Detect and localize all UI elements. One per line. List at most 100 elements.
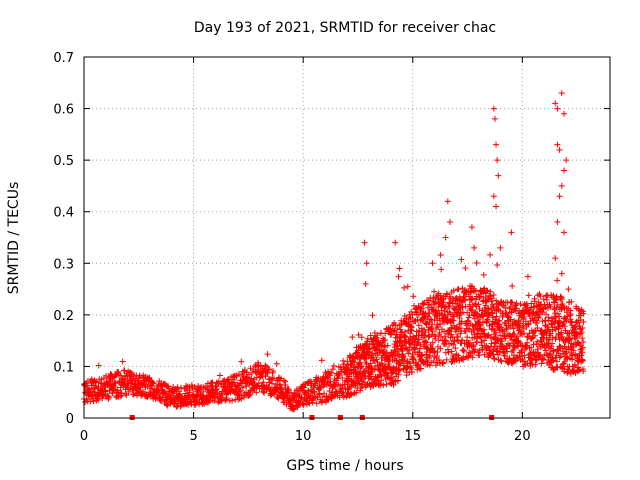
data-point <box>328 369 335 376</box>
data-point <box>558 270 565 277</box>
data-point <box>392 321 399 328</box>
data-point <box>579 357 586 364</box>
data-point <box>473 296 480 303</box>
data-point <box>112 383 119 390</box>
data-point <box>248 380 255 387</box>
data-point <box>464 325 471 332</box>
data-point <box>105 394 112 401</box>
data-point <box>358 334 365 341</box>
data-point <box>555 347 562 354</box>
data-point <box>580 318 587 325</box>
data-point <box>393 331 400 338</box>
data-point <box>407 314 414 321</box>
data-point <box>433 352 440 359</box>
data-point <box>525 292 532 299</box>
chart-title: Day 193 of 2021, SRMTID for receiver cha… <box>194 20 496 36</box>
data-point <box>547 303 554 310</box>
data-point <box>552 326 559 333</box>
data-point <box>540 296 547 303</box>
data-point <box>484 317 491 324</box>
y-tick-label: 0.6 <box>53 103 74 118</box>
data-point <box>318 398 325 405</box>
data-point <box>407 330 414 337</box>
data-point <box>446 299 453 306</box>
data-point <box>429 321 436 328</box>
data-point <box>368 376 375 383</box>
data-point <box>220 378 227 385</box>
data-point <box>572 361 579 368</box>
data-point <box>415 322 422 329</box>
data-point <box>396 366 403 373</box>
data-point <box>568 298 575 305</box>
data-point <box>237 387 244 394</box>
data-point <box>150 380 157 387</box>
data-point <box>518 347 525 354</box>
data-point <box>491 355 498 362</box>
data-point <box>238 358 245 365</box>
data-point <box>554 277 561 284</box>
data-point <box>397 360 404 367</box>
data-point <box>567 307 574 314</box>
data-point <box>578 346 585 353</box>
data-point <box>510 325 517 332</box>
data-point <box>445 349 452 356</box>
data-point <box>398 321 405 328</box>
data-point <box>508 308 515 315</box>
data-point <box>566 335 573 342</box>
data-point <box>247 365 254 372</box>
data-point <box>567 311 574 318</box>
data-point <box>397 334 404 341</box>
data-point <box>361 239 368 246</box>
data-point <box>320 380 327 387</box>
data-point <box>544 305 551 312</box>
data-point <box>117 372 124 379</box>
data-point <box>490 193 497 200</box>
data-point <box>389 369 396 376</box>
data-point <box>401 284 408 291</box>
data-point <box>450 341 457 348</box>
data-point <box>488 335 495 342</box>
data-point <box>223 394 230 401</box>
data-point <box>404 283 411 290</box>
data-point <box>429 339 436 346</box>
data-point <box>553 358 560 365</box>
data-point <box>466 293 473 300</box>
data-point <box>502 304 509 311</box>
data-point <box>377 381 384 388</box>
data-point <box>558 90 565 97</box>
data-point <box>543 311 550 318</box>
data-point <box>565 286 572 293</box>
data-point <box>565 366 572 373</box>
data-point <box>443 290 450 297</box>
data-point <box>502 335 509 342</box>
data-point <box>556 146 563 153</box>
data-point <box>346 373 353 380</box>
data-point <box>554 105 561 112</box>
data-point <box>579 324 586 331</box>
data-point <box>450 287 457 294</box>
data-point <box>507 316 514 323</box>
data-point <box>407 364 414 371</box>
data-point <box>396 265 403 272</box>
data-point <box>558 296 565 303</box>
data-point <box>432 333 439 340</box>
data-point <box>477 293 484 300</box>
data-point <box>540 356 547 363</box>
data-point <box>225 378 232 385</box>
data-point <box>462 265 469 272</box>
data-point <box>429 260 436 267</box>
data-point <box>469 322 476 329</box>
data-point <box>558 329 565 336</box>
data-point <box>428 324 435 331</box>
y-tick-label: 0.7 <box>53 51 74 66</box>
data-point <box>532 332 539 339</box>
data-point <box>477 322 484 329</box>
data-point <box>570 347 577 354</box>
data-point <box>505 313 512 320</box>
data-point <box>268 376 275 383</box>
data-point <box>476 294 483 301</box>
data-point <box>357 363 364 370</box>
data-point <box>392 239 399 246</box>
data-point <box>569 356 576 363</box>
data-point <box>552 255 559 262</box>
